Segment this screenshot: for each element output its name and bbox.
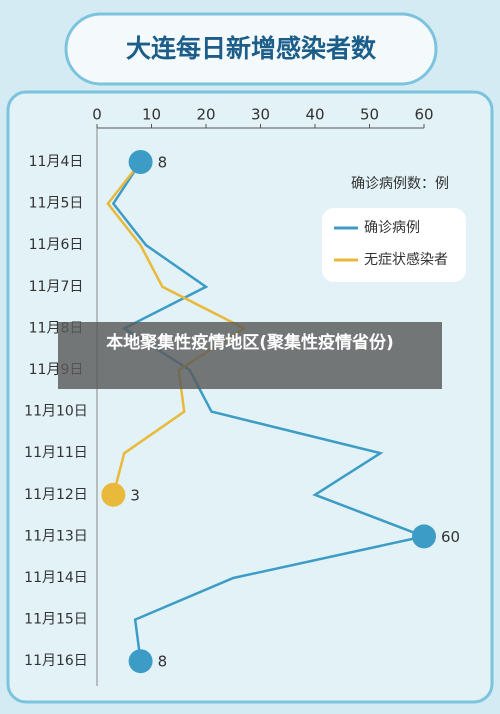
x-tick-label: 40 bbox=[305, 106, 324, 124]
y-tick-label: 11月5日 bbox=[29, 196, 84, 212]
legend-label: 无症状感染者 bbox=[364, 251, 448, 268]
data-label: 8 bbox=[158, 154, 168, 172]
y-tick-label: 11月6日 bbox=[29, 237, 84, 253]
x-tick-label: 50 bbox=[360, 106, 379, 124]
x-tick-label: 20 bbox=[196, 106, 215, 124]
data-label: 8 bbox=[158, 653, 168, 671]
legend-label: 确诊病例 bbox=[364, 220, 420, 236]
title-box bbox=[64, 12, 438, 86]
x-tick-label: 60 bbox=[414, 106, 433, 124]
chart-title: 大连每日新增感染者数 bbox=[126, 34, 377, 63]
banner: 本地聚集性疫情地区(聚集性疫情省份) bbox=[58, 322, 442, 389]
y-tick-label: 11月16日 bbox=[24, 653, 88, 669]
series-line bbox=[111, 161, 429, 662]
x-tick-label: 30 bbox=[251, 106, 270, 124]
data-label: 3 bbox=[130, 486, 140, 504]
y-tick-label: 11月12日 bbox=[24, 487, 88, 503]
point bbox=[128, 150, 153, 174]
y-tick-label: 11月10日 bbox=[24, 404, 88, 420]
y-tick-label: 11月11日 bbox=[24, 445, 88, 461]
y-tick-label: 11月7日 bbox=[29, 279, 84, 295]
data-label: 60 bbox=[441, 528, 460, 546]
point bbox=[101, 482, 126, 507]
y-tick-label: 11月14日 bbox=[24, 570, 88, 586]
point bbox=[128, 649, 153, 674]
x-tick-label: 0 bbox=[92, 106, 102, 124]
point bbox=[412, 524, 436, 549]
y-tick-label: 11月4日 bbox=[29, 154, 84, 170]
y-tick-label: 11月15日 bbox=[24, 612, 88, 628]
x-tick-label: 10 bbox=[142, 106, 161, 124]
y-tick-label: 11月13日 bbox=[24, 528, 88, 544]
legend-title: 确诊病例数：例 bbox=[351, 176, 449, 192]
